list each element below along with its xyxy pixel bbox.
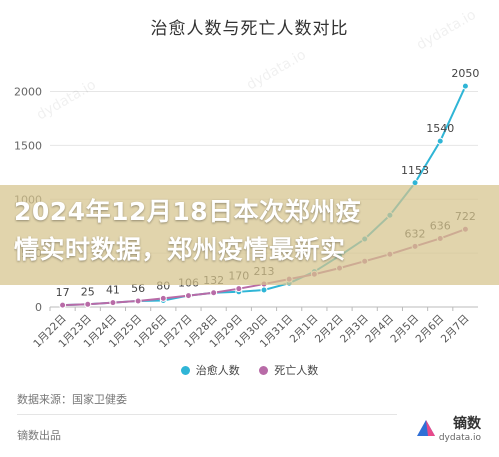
y-tick-label: 1500 — [14, 139, 42, 152]
chart-legend: 治愈人数 死亡人数 — [0, 362, 499, 378]
data-point — [436, 137, 444, 145]
brand-url: dydata.io — [438, 433, 481, 443]
headline-line-2: 情实时数据，郑州疫情最新实 — [14, 235, 346, 264]
data-label: 25 — [81, 285, 95, 298]
data-label: 56 — [131, 282, 145, 295]
data-point — [461, 82, 469, 90]
brand: 镝数 dydata.io — [439, 413, 481, 443]
data-point — [210, 289, 218, 297]
headline-line-1: 2024年12月18日本次郑州疫 — [14, 197, 362, 226]
chart-title: 治愈人数与死亡人数对比 — [150, 19, 349, 39]
line-chart: 05001000150020001月22日1月23日1月24日1月25日1月26… — [14, 7, 479, 350]
data-point — [260, 286, 268, 294]
legend-item-recovered: 治愈人数 — [180, 362, 240, 378]
brand-name: 镝数 — [453, 416, 481, 432]
data-source: 数据来源：国家卫健委 — [17, 393, 127, 406]
data-point — [59, 301, 67, 309]
data-label: 2050 — [451, 67, 479, 80]
brand-logo-icon — [417, 420, 435, 436]
data-point — [159, 294, 167, 302]
data-label: 17 — [56, 286, 70, 299]
legend-label-recovered: 治愈人数 — [195, 364, 240, 377]
data-point — [235, 285, 243, 293]
data-point — [109, 299, 117, 307]
footer-credit: 镝数出品 — [17, 429, 61, 442]
data-label: 1540 — [426, 122, 454, 135]
data-point — [84, 300, 92, 308]
headline-text: 2024年12月18日本次郑州疫 情实时数据，郑州疫情最新实 — [14, 193, 488, 269]
legend-item-deaths: 死亡人数 — [259, 362, 318, 378]
data-label: 1153 — [401, 164, 429, 177]
data-point — [184, 292, 192, 300]
data-label: 41 — [106, 284, 120, 297]
data-point — [134, 297, 142, 305]
y-tick-label: 2000 — [14, 86, 42, 99]
headline-banner — [0, 185, 499, 285]
watermark: dydata.io — [414, 7, 479, 54]
x-tick-label: 2月7日 — [439, 313, 472, 346]
y-tick-label: 0 — [35, 301, 42, 314]
watermark: dydata.io — [34, 77, 99, 124]
legend-label-deaths: 死亡人数 — [274, 364, 319, 377]
legend-marker-deaths — [259, 366, 269, 375]
legend-marker-recovered — [180, 366, 190, 375]
watermark: dydata.io — [244, 47, 309, 94]
footer-divider — [17, 414, 397, 415]
